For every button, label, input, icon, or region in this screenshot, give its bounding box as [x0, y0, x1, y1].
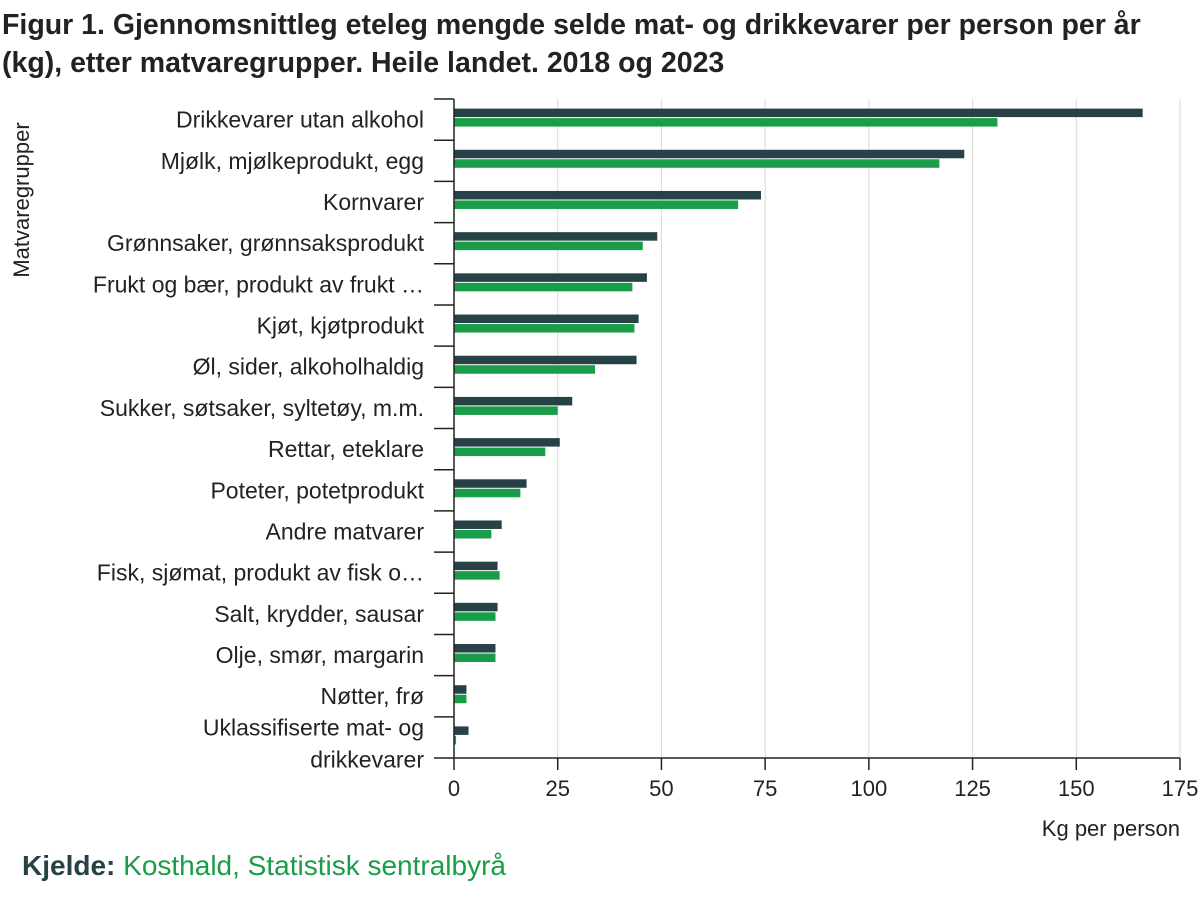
bar	[454, 118, 998, 127]
x-tick-label: 100	[850, 776, 887, 801]
x-tick-label: 150	[1058, 776, 1095, 801]
source-label: Kjelde:	[22, 850, 116, 881]
category-label: Frukt og bær, produkt av frukt …	[93, 271, 424, 297]
category-label: Øl, sider, alkoholhaldig	[193, 354, 424, 380]
bar	[454, 365, 596, 374]
bar	[454, 479, 527, 488]
bar	[454, 355, 637, 365]
category-label: Nøtter, frø	[321, 683, 425, 709]
category-label: Uklassifiserte mat- og drikkevarer	[203, 714, 424, 772]
category-label: Sukker, søtsaker, syltetøy, m.m.	[100, 395, 424, 421]
bar	[454, 612, 496, 621]
bar	[454, 314, 639, 324]
x-tick-label: 125	[954, 776, 991, 801]
category-label: Grønnsaker, grønnsaksprodukt	[107, 230, 425, 256]
x-axis-label: Kg per person	[1042, 816, 1180, 841]
bar-chart: 0 25 50 75 100 125 150 175 Drikkevarer utan alko…	[9, 98, 1199, 841]
x-tick-label: 175	[1162, 776, 1199, 801]
bar	[454, 149, 965, 159]
bar	[454, 438, 560, 447]
bar	[454, 241, 643, 251]
category-label: Andre matvarer	[265, 518, 424, 544]
x-tick-label: 50	[649, 776, 673, 801]
bar	[454, 406, 558, 415]
bar	[454, 726, 469, 735]
bar	[454, 447, 546, 457]
bar	[454, 232, 658, 241]
chart-title: Figur 1. Gjennomsnittleg eteleg mengde s…	[2, 9, 1141, 79]
category-label: Olje, smør, margarin	[216, 642, 424, 668]
bar	[454, 644, 496, 653]
bar	[454, 529, 492, 539]
x-tick-label: 0	[448, 776, 460, 801]
bar	[454, 324, 635, 333]
category-label: Kjøt, kjøtprodukt	[257, 313, 425, 339]
bar	[454, 108, 1143, 118]
bar	[454, 396, 573, 406]
x-tick-label: 75	[753, 776, 777, 801]
category-label: Fisk, sjømat, produkt av fisk o…	[97, 560, 424, 586]
bar	[454, 200, 739, 209]
source-link[interactable]: Kosthald, Statistisk sentralbyrå	[123, 850, 506, 881]
bar	[454, 685, 467, 694]
bar	[454, 190, 761, 200]
source-note: Kjelde: Kosthald, Statistisk sentralbyrå	[22, 850, 506, 882]
bar	[454, 653, 496, 663]
bar	[454, 602, 498, 612]
y-axis-label: Matvaregrupper	[9, 122, 34, 277]
category-label: Mjølk, mjølkeprodukt, egg	[161, 148, 424, 174]
bar	[454, 571, 500, 580]
category-label: Salt, krydder, sausar	[214, 601, 424, 627]
category-label: Poteter, potetprodukt	[210, 477, 424, 503]
category-label: Rettar, eteklare	[268, 436, 424, 462]
bar	[454, 273, 647, 282]
bar	[454, 282, 633, 292]
bar	[454, 159, 940, 168]
bar	[454, 520, 502, 529]
bar	[454, 488, 521, 498]
bar	[454, 561, 498, 571]
x-tick-label: 25	[545, 776, 569, 801]
category-label: Kornvarer	[323, 189, 424, 215]
category-label: Drikkevarer utan alkohol	[176, 107, 424, 133]
bar	[454, 735, 457, 745]
bar	[454, 694, 467, 704]
